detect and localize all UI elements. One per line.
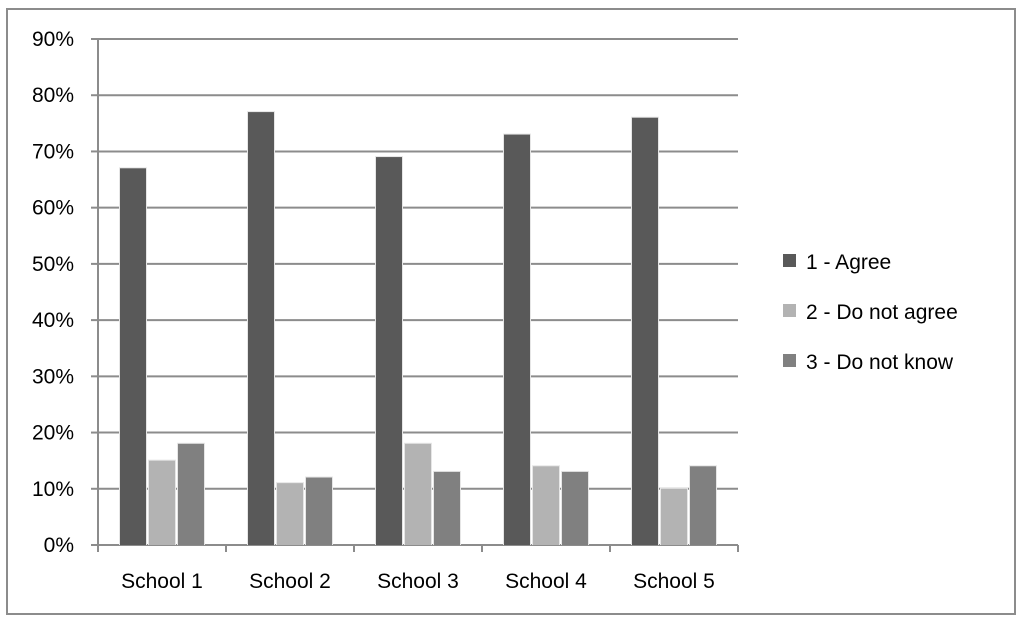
y-tick-label: 40% [32,309,74,332]
bars [119,111,717,546]
y-tick-label: 70% [32,140,74,163]
x-category-label: School 4 [505,570,587,593]
bar [178,443,204,545]
y-tick-label: 80% [32,84,74,107]
legend-swatch [783,304,796,317]
x-category-label: School 1 [121,570,203,593]
bar [149,460,175,545]
y-tick-label: 20% [32,422,74,445]
axis-labels: 0% 10% 20% 30% 40% 50% 60% 70% 80% 90% School 1 Sch… [32,28,715,593]
bar [277,483,303,545]
x-category-label: School 2 [249,570,331,593]
y-tick-label: 30% [32,365,74,388]
y-tick-label: 60% [32,197,74,220]
bar [405,443,431,545]
y-tick-label: 0% [44,534,74,557]
x-category-label: School 5 [633,570,715,593]
bar [434,471,460,545]
legend: 1 - Agree 2 - Do not agree 3 - Do not know [783,251,958,374]
bar [632,117,658,545]
legend-label: 3 - Do not know [806,351,954,374]
legend-swatch [783,254,796,267]
legend-label: 2 - Do not agree [806,301,958,324]
y-tick-label: 90% [32,28,74,51]
bar [661,488,687,545]
bar [120,168,146,546]
y-tick-label: 10% [32,478,74,501]
bar [248,112,274,545]
bar [533,466,559,545]
bar [690,466,716,545]
bar [306,477,332,545]
y-tick-label: 50% [32,253,74,276]
legend-label: 1 - Agree [806,251,891,274]
legend-swatch [783,354,796,367]
bar [562,471,588,545]
bar [376,157,402,546]
bar [504,134,530,546]
x-category-label: School 3 [377,570,459,593]
